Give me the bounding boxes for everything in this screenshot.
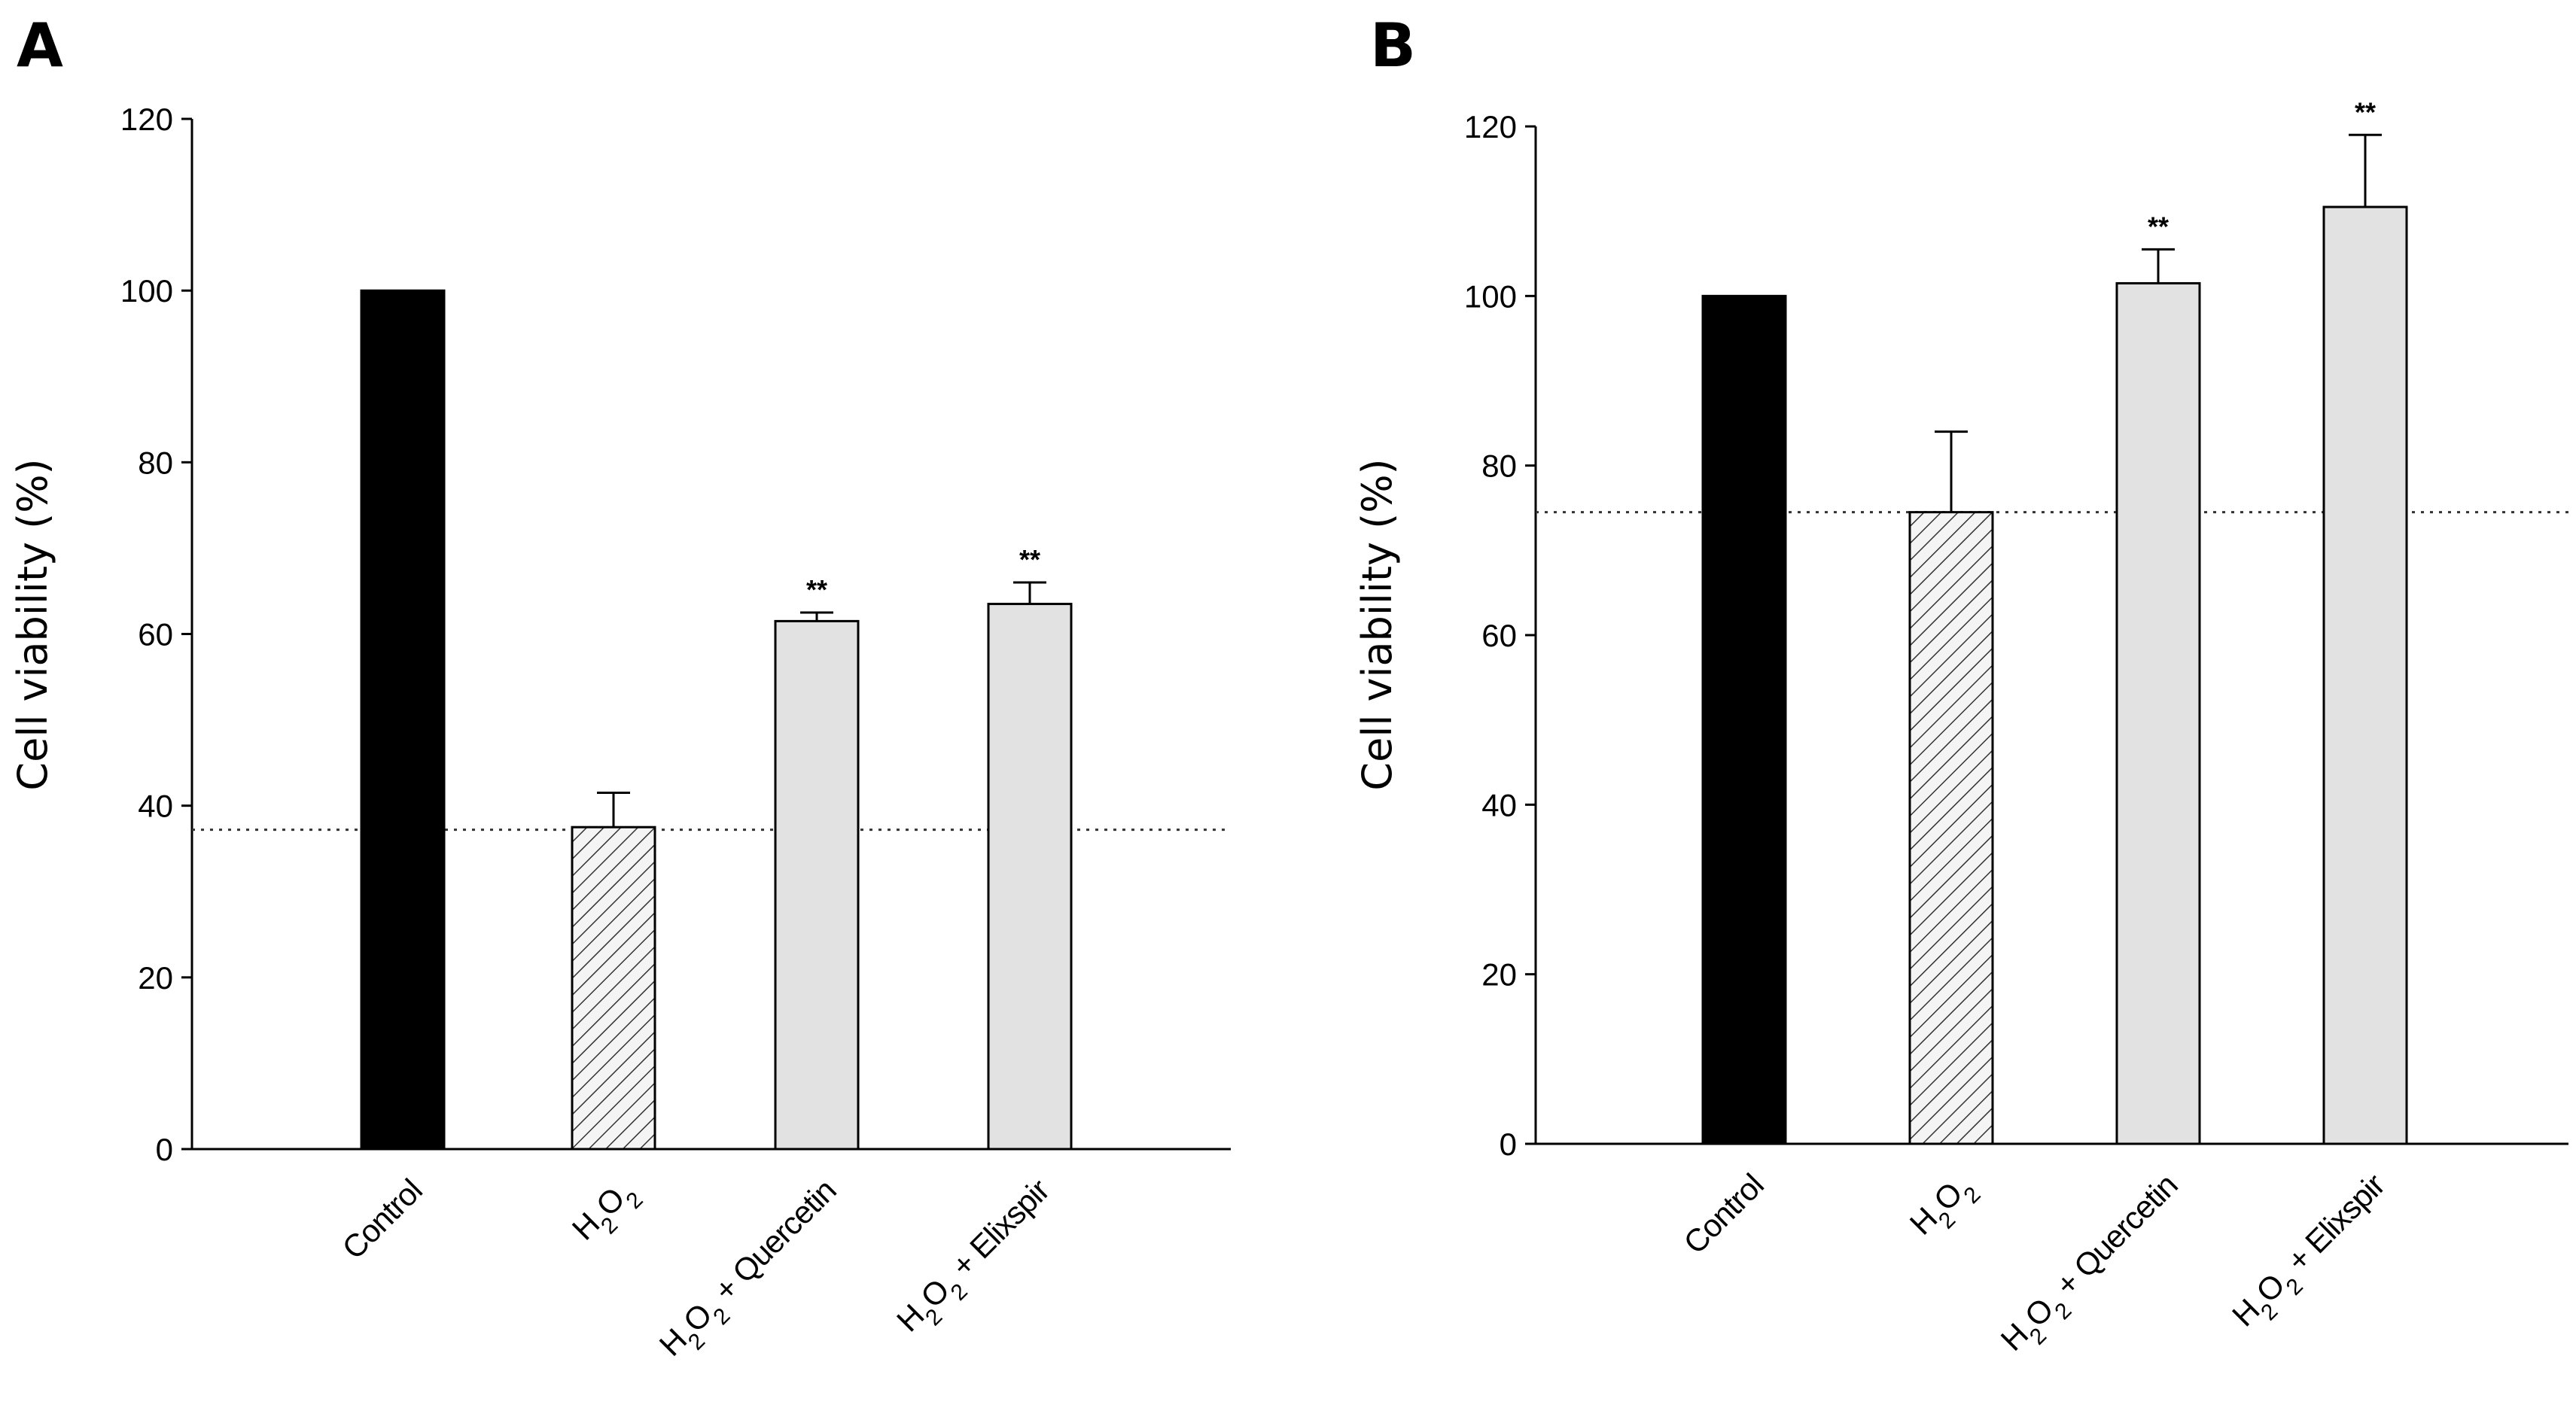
panel-b-category-label-1: H2O2 bbox=[1903, 1167, 1985, 1249]
label-text: H bbox=[1994, 1317, 2035, 1358]
label-text: + Elixspir bbox=[2274, 1166, 2392, 1284]
panel-a-category-label-2: H2O2 + Quercetin bbox=[653, 1172, 851, 1370]
panel-b-bar-3 bbox=[2322, 205, 2408, 1145]
panel-a-category-label-1: H2O2 bbox=[565, 1172, 647, 1254]
label-text: O bbox=[2018, 1291, 2060, 1333]
panel-b-y-tick-label: 100 bbox=[1464, 278, 1517, 314]
panel-b-bar-1 bbox=[1908, 511, 1994, 1145]
panel-a-significance-3: ** bbox=[1019, 544, 1040, 575]
panel-b-category-label-0: Control bbox=[1676, 1167, 1770, 1260]
panel-b-bar-0 bbox=[1701, 294, 1787, 1145]
panel-a-y-axis-title: Cell viability (%) bbox=[9, 458, 56, 790]
label-text: + Elixspir bbox=[939, 1172, 1056, 1289]
label-text: O bbox=[589, 1181, 632, 1223]
panel-a-bar-2 bbox=[774, 619, 860, 1151]
panel-b-significance-3: ** bbox=[2355, 96, 2376, 127]
panel-a: A Cell viability (%) 0 20 40 60 80 100 120 Cont… bbox=[9, 11, 1231, 1370]
panel-b-significance-2: ** bbox=[2148, 211, 2169, 242]
label-text: O bbox=[2249, 1267, 2291, 1309]
panel-a-y-tick-label: 100 bbox=[120, 273, 173, 309]
label-text: Control bbox=[335, 1172, 428, 1266]
panel-b-y-axis-title: Cell viability (%) bbox=[1353, 458, 1401, 790]
label-text: O bbox=[677, 1297, 719, 1339]
panel-a-plot-area: 0 20 40 60 80 100 120 Control H2O2 ** H2O2 + Querc… bbox=[120, 102, 1231, 1370]
label-text: H bbox=[565, 1206, 606, 1247]
panel-a-significance-2: ** bbox=[806, 574, 827, 605]
panel-b-category-label-3: H2O2 + Elixspir bbox=[2225, 1166, 2399, 1340]
label-text: O bbox=[1927, 1175, 1969, 1218]
panel-a-bar-1 bbox=[571, 826, 656, 1151]
panel-a-bar-3 bbox=[987, 603, 1073, 1151]
panel-b-plot-area: 0 20 40 60 80 100 120 Control H2O2 ** H2O2 + Querc… bbox=[1464, 96, 2568, 1365]
label-text: H bbox=[653, 1322, 693, 1363]
panel-b-y-tick-label: 60 bbox=[1481, 618, 1517, 653]
panel-a-y-tick-label: 120 bbox=[120, 102, 173, 137]
label-text: + Quercetin bbox=[702, 1172, 842, 1313]
panel-b-y-tick-label: 120 bbox=[1464, 109, 1517, 144]
label-text: + Quercetin bbox=[2043, 1167, 2184, 1308]
label-text: H bbox=[1903, 1201, 1944, 1242]
panel-a-y-tick-label: 40 bbox=[138, 789, 173, 824]
label-text: H bbox=[890, 1297, 930, 1338]
panel-a-category-label-3: H2O2 + Elixspir bbox=[890, 1172, 1064, 1345]
panel-b-category-label-2: H2O2 + Quercetin bbox=[1994, 1167, 2192, 1365]
panel-a-y-tick-label: 80 bbox=[138, 445, 173, 480]
label-text: Control bbox=[1676, 1167, 1770, 1260]
panel-b-y-tick-label: 40 bbox=[1481, 787, 1517, 822]
label-text: H bbox=[2225, 1292, 2266, 1333]
panel-a-label: A bbox=[17, 11, 63, 81]
panel-b-bar-2 bbox=[2115, 281, 2201, 1145]
panel-a-y-tick-label: 60 bbox=[138, 617, 173, 652]
panel-a-category-label-0: Control bbox=[335, 1172, 428, 1266]
panel-b-label: B bbox=[1370, 11, 1416, 81]
panel-b-y-tick-label: 20 bbox=[1481, 957, 1517, 993]
panel-a-bar-0 bbox=[360, 289, 446, 1151]
panel-b: B Cell viability (%) 0 20 40 60 80 100 120 Cont… bbox=[1353, 11, 2568, 1365]
panel-a-y-tick-label: 0 bbox=[156, 1132, 173, 1167]
label-text: O bbox=[914, 1272, 956, 1315]
panel-b-y-tick-label: 0 bbox=[1500, 1127, 1517, 1162]
panel-a-y-tick-label: 20 bbox=[138, 960, 173, 996]
panel-b-y-tick-label: 80 bbox=[1481, 448, 1517, 484]
